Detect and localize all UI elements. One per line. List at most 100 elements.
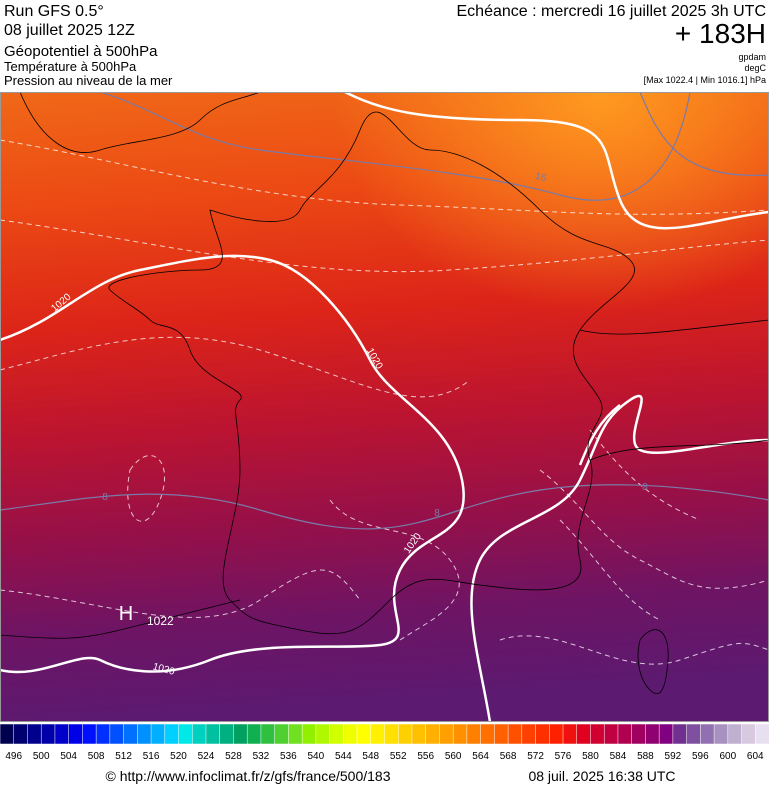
color-swatch <box>82 723 97 745</box>
color-swatch <box>0 723 15 745</box>
color-swatch <box>713 723 729 745</box>
colorbar-label: 564 <box>472 751 489 762</box>
subtitle: Pression au niveau de la mer <box>4 73 173 88</box>
isobars <box>0 92 769 722</box>
contour-label: 8 <box>434 508 440 519</box>
color-swatch <box>521 723 537 745</box>
color-swatch <box>137 723 152 745</box>
color-swatch <box>425 723 440 745</box>
run: Run GFS 0.5° <box>4 3 104 20</box>
source-url: © http://www.infoclimat.fr/z/gfs/france/… <box>106 768 391 784</box>
color-swatch <box>384 723 399 745</box>
color-swatch <box>494 723 509 745</box>
colorbar-label: 580 <box>582 751 599 762</box>
colorbar-label: 512 <box>115 751 132 762</box>
color-swatch <box>123 723 138 745</box>
color-swatch <box>329 723 344 745</box>
colorbar-label: 572 <box>527 751 544 762</box>
color-swatch <box>452 723 468 745</box>
color-swatch <box>549 723 564 745</box>
colorbar-label: 528 <box>225 751 242 762</box>
color-swatch <box>755 723 769 745</box>
color-swatch <box>343 723 358 745</box>
colorbar-label: 544 <box>335 751 352 762</box>
colorbar-label: 600 <box>719 751 736 762</box>
color-swatch <box>192 723 207 745</box>
colorbar-label: 592 <box>665 751 682 762</box>
color-swatch <box>178 723 193 745</box>
color-swatch <box>741 723 756 745</box>
color-swatch <box>356 723 372 745</box>
color-swatch <box>727 723 743 745</box>
pressure-range: [Max 1022.4 | Min 1016.1] hPa <box>644 75 766 85</box>
color-swatch <box>466 723 482 745</box>
contour-label: 8 <box>642 482 648 493</box>
color-swatch <box>164 723 180 745</box>
colorbar-label: 556 <box>417 751 434 762</box>
contour-label: H <box>119 603 133 625</box>
color-swatch <box>40 723 56 745</box>
colorbar-label: 516 <box>143 751 160 762</box>
colorbar-label: 496 <box>5 751 22 762</box>
colorbar-label: 576 <box>555 751 572 762</box>
color-swatch <box>562 723 578 745</box>
unit: gpdam <box>738 52 766 62</box>
color-swatch <box>370 723 386 745</box>
color-swatch <box>397 723 413 745</box>
colorbar: 496 500 504 508 512 516 520 524 528 532 536 540 544 5… <box>0 723 769 762</box>
colorbar-label: 568 <box>500 751 517 762</box>
color-swatch <box>27 723 42 745</box>
color-swatch <box>590 723 605 745</box>
contour-label: 8 <box>102 492 108 503</box>
color-swatch <box>301 723 317 745</box>
color-swatch <box>95 723 111 745</box>
colorbar-label: 520 <box>170 751 187 762</box>
color-swatch <box>686 723 701 745</box>
color-swatch <box>219 723 234 745</box>
color-swatch <box>658 723 674 745</box>
color-swatch <box>631 723 646 745</box>
color-swatch <box>233 723 248 745</box>
color-swatch <box>274 723 289 745</box>
colorbar-label: 596 <box>692 751 709 762</box>
color-swatch <box>54 723 70 745</box>
color-swatch <box>68 723 83 745</box>
colorbar-label: 500 <box>33 751 50 762</box>
color-swatch <box>288 723 303 745</box>
colorbar-label: 536 <box>280 751 297 762</box>
colorbar-label: 588 <box>637 751 654 762</box>
color-swatch <box>150 723 166 745</box>
color-swatch <box>109 723 125 745</box>
color-swatch <box>672 723 688 745</box>
colorbar-label: 524 <box>198 751 215 762</box>
color-swatch <box>260 723 276 745</box>
title: Géopotentiel à 500hPa <box>4 43 158 60</box>
color-swatch <box>13 723 29 745</box>
color-swatch <box>576 723 592 745</box>
subtitle: Température à 500hPa <box>4 59 137 74</box>
echeance: Echéance : mercredi 16 juillet 2025 3h U… <box>457 3 767 20</box>
color-swatch <box>480 723 495 745</box>
colorbar-label: 532 <box>253 751 270 762</box>
contour-label: 16 <box>534 171 548 185</box>
color-swatch <box>315 723 331 745</box>
timestamp: 08 juil. 2025 16:38 UTC <box>528 768 675 784</box>
colorbar-label: 508 <box>88 751 105 762</box>
color-swatch <box>205 723 221 745</box>
colorbar-label: 540 <box>307 751 324 762</box>
color-swatch <box>700 723 715 745</box>
color-swatch <box>246 723 262 745</box>
color-swatch <box>411 723 427 745</box>
color-swatch <box>439 723 454 745</box>
borders <box>0 92 769 695</box>
contour-label: 1022 <box>147 614 174 628</box>
colorbar-label: 604 <box>747 751 764 762</box>
colorbar-label: 560 <box>445 751 462 762</box>
color-swatch <box>507 723 523 745</box>
colorbar-label: 504 <box>60 751 77 762</box>
colorbar-label: 584 <box>610 751 627 762</box>
color-swatch <box>535 723 550 745</box>
